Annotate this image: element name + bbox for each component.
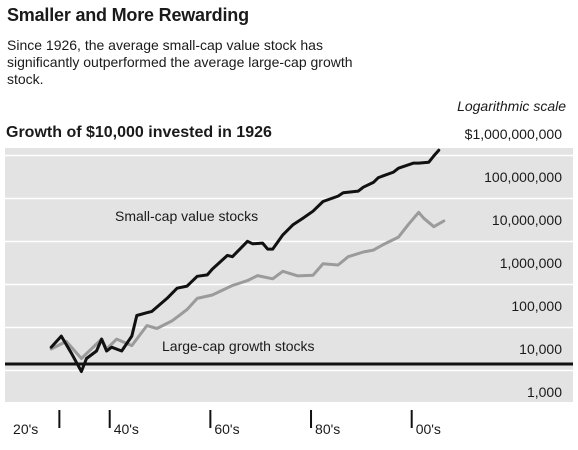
chart-heading: Growth of $10,000 invested in 1926 <box>6 124 272 141</box>
chart-title: Smaller and More Rewarding <box>7 5 249 25</box>
y-tick-label: 100,000,000 <box>484 169 562 185</box>
series-label-large-cap: Large-cap growth stocks <box>162 338 315 354</box>
series-label-small-cap: Small-cap value stocks <box>115 208 258 224</box>
x-tick-label: 20's <box>13 421 38 437</box>
x-tick-label: 40's <box>114 421 139 437</box>
x-tick-label: 00's <box>416 421 441 437</box>
y-tick-label: 10,000,000 <box>492 212 562 228</box>
y-tick-label: 1,000 <box>527 384 562 400</box>
y-tick-label: 1,000,000 <box>500 255 562 271</box>
y-tick-label: $1,000,000,000 <box>465 126 563 142</box>
series-line-large-cap <box>49 210 446 360</box>
chart-subtitle: Since 1926, the average small-cap value … <box>7 37 353 87</box>
x-tick-label: 60's <box>214 421 239 437</box>
plot-background <box>5 148 573 402</box>
scale-note: Logarithmic scale <box>457 98 566 114</box>
x-tick-label: 80's <box>315 421 340 437</box>
y-tick-label: 10,000 <box>519 341 562 357</box>
series-line-small-cap <box>49 148 441 373</box>
y-tick-label: 100,000 <box>511 298 562 314</box>
